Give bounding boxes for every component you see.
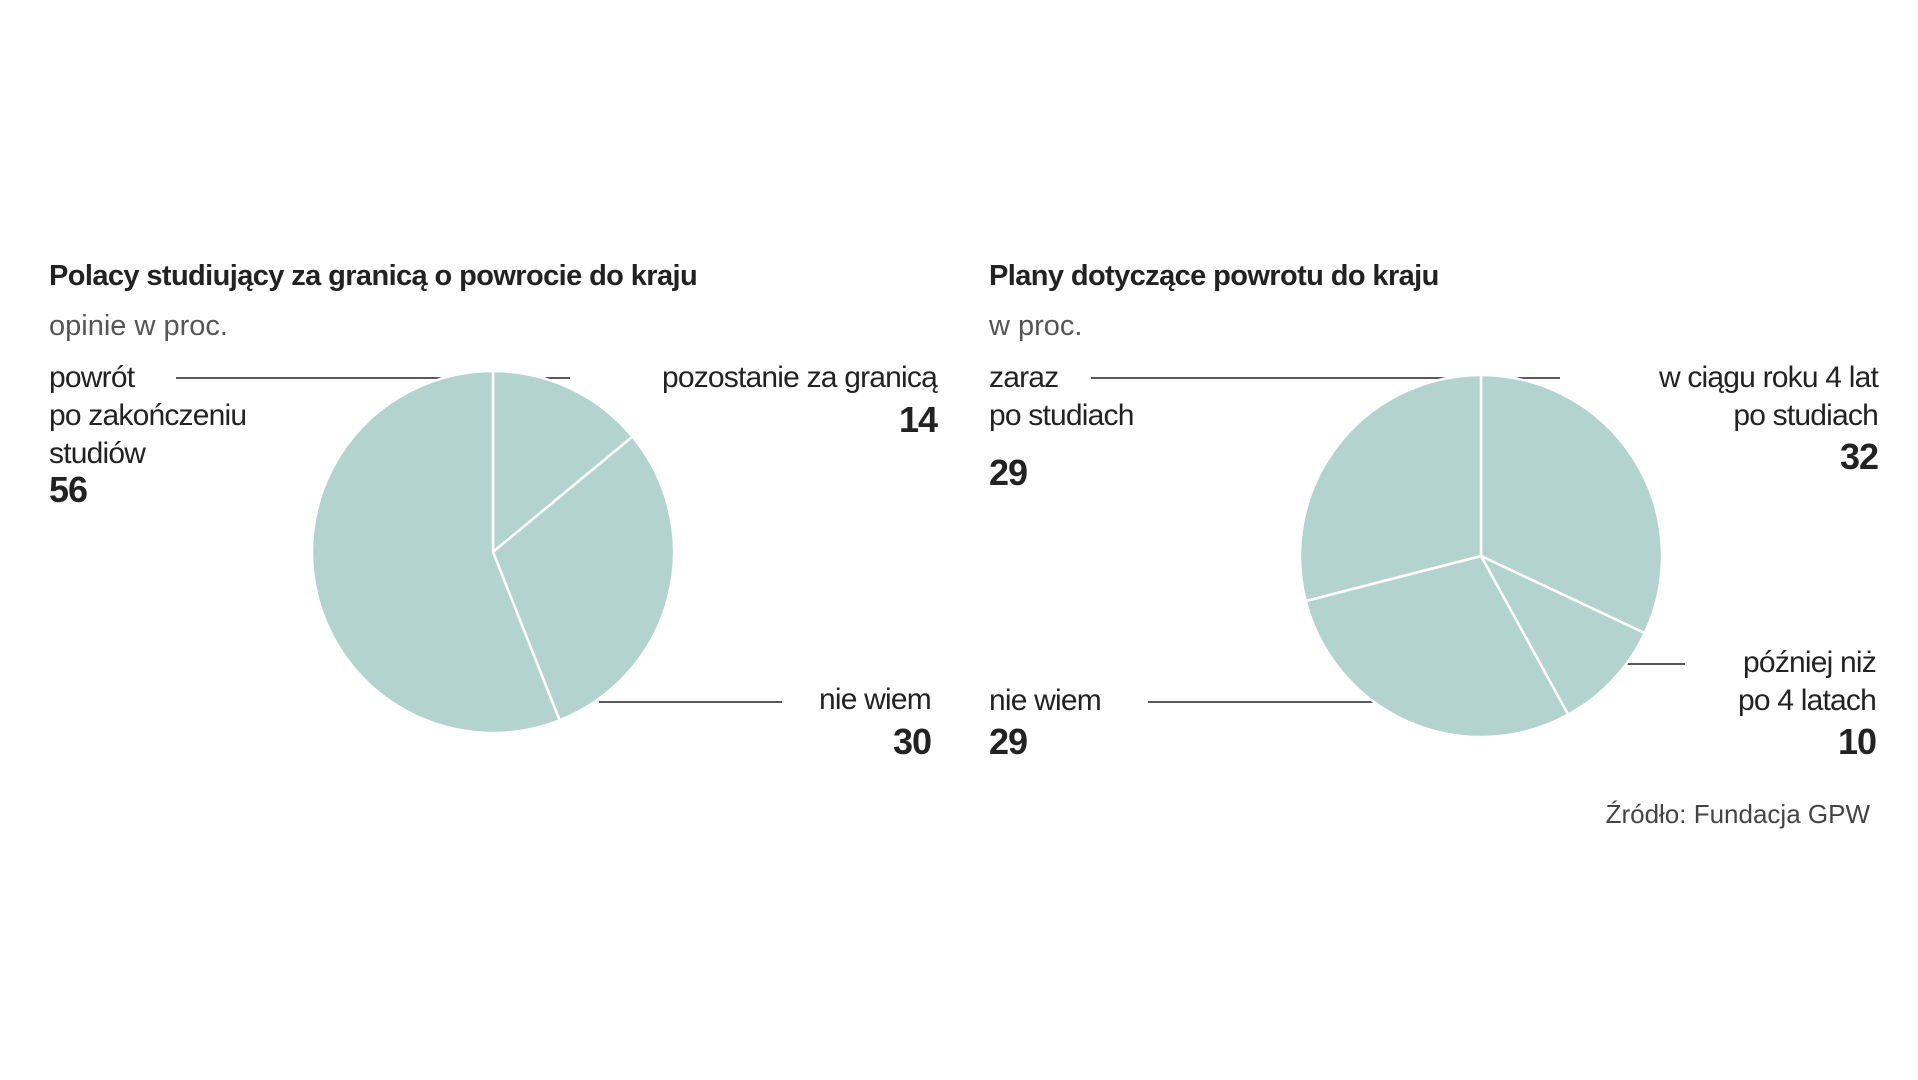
pie-slice <box>491 434 676 722</box>
slice-label: w ciągu roku 4 lat po studiach <box>1658 361 1879 432</box>
source: Źródło: Fundacja GPW <box>1605 799 1870 829</box>
slice-label: nie wiem <box>989 684 1102 717</box>
slice-value: 32 <box>1839 436 1879 477</box>
chart-subtitle: w proc. <box>989 310 1083 342</box>
pie-slice <box>491 369 635 555</box>
slice-value: 29 <box>989 721 1028 762</box>
slice-label: później niż po 4 latach <box>1738 646 1877 717</box>
pie-slice <box>1298 373 1483 603</box>
slice-value: 10 <box>1837 721 1877 762</box>
pie-slice <box>1478 553 1647 717</box>
slice-label: nie wiem <box>819 683 932 716</box>
pie-slice <box>310 369 562 735</box>
slice-label: powrót po zakończeniu studiów <box>49 361 247 470</box>
slice-label: pozostanie za granicą <box>661 361 938 394</box>
chart-title: Plany dotyczące powrotu do kraju <box>989 260 1439 292</box>
slice-label: zaraz po studiach <box>989 361 1134 432</box>
pie-slice <box>1479 373 1664 635</box>
slice-value: 30 <box>892 721 932 762</box>
slice-value: 56 <box>49 469 88 510</box>
chart-subtitle: opinie w proc. <box>49 310 228 342</box>
chart-title: Polacy studiujący za granicą o powrocie … <box>49 260 698 292</box>
pie-slice <box>1304 554 1570 739</box>
slice-value: 14 <box>898 399 938 440</box>
slice-value: 29 <box>989 452 1028 493</box>
